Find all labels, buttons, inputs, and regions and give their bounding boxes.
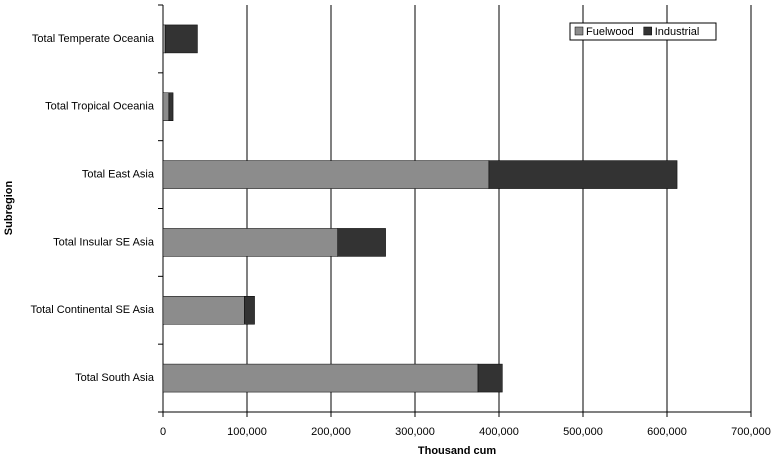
bar — [337, 228, 386, 257]
y-tick-label: Total Continental SE Asia — [30, 304, 154, 316]
x-tick-label: 100,000 — [227, 426, 267, 438]
bar — [162, 296, 245, 325]
x-tick-label: 300,000 — [395, 426, 435, 438]
bar — [477, 363, 503, 393]
x-tick-label: 0 — [160, 426, 166, 438]
x-tick-label: 700,000 — [731, 426, 771, 438]
y-tick-label: Total Tropical Oceania — [45, 101, 155, 113]
y-tick-label: Total Temperate Oceania — [32, 33, 155, 45]
bar — [162, 160, 490, 189]
legend-label: Industrial — [655, 26, 700, 38]
bar — [488, 160, 678, 189]
x-tick-label: 200,000 — [311, 426, 351, 438]
y-tick-label: Total Insular SE Asia — [53, 236, 155, 248]
legend-swatch — [574, 26, 584, 36]
bar — [162, 228, 338, 257]
bar — [162, 24, 166, 54]
bar — [244, 296, 255, 325]
x-tick-label: 400,000 — [479, 426, 519, 438]
bar — [162, 92, 170, 121]
y-tick-label: Total South Asia — [75, 372, 155, 384]
legend-label: Fuelwood — [586, 26, 634, 38]
bar — [168, 92, 174, 121]
y-tick-label: Total East Asia — [82, 168, 155, 180]
bar — [165, 24, 198, 54]
bar — [162, 363, 479, 393]
x-axis-label: Thousand cum — [418, 445, 496, 457]
x-tick-label: 600,000 — [647, 426, 687, 438]
legend-swatch — [643, 26, 652, 36]
y-axis-label: Subregion — [3, 181, 15, 236]
x-tick-label: 500,000 — [563, 426, 603, 438]
legend-box — [569, 22, 717, 41]
